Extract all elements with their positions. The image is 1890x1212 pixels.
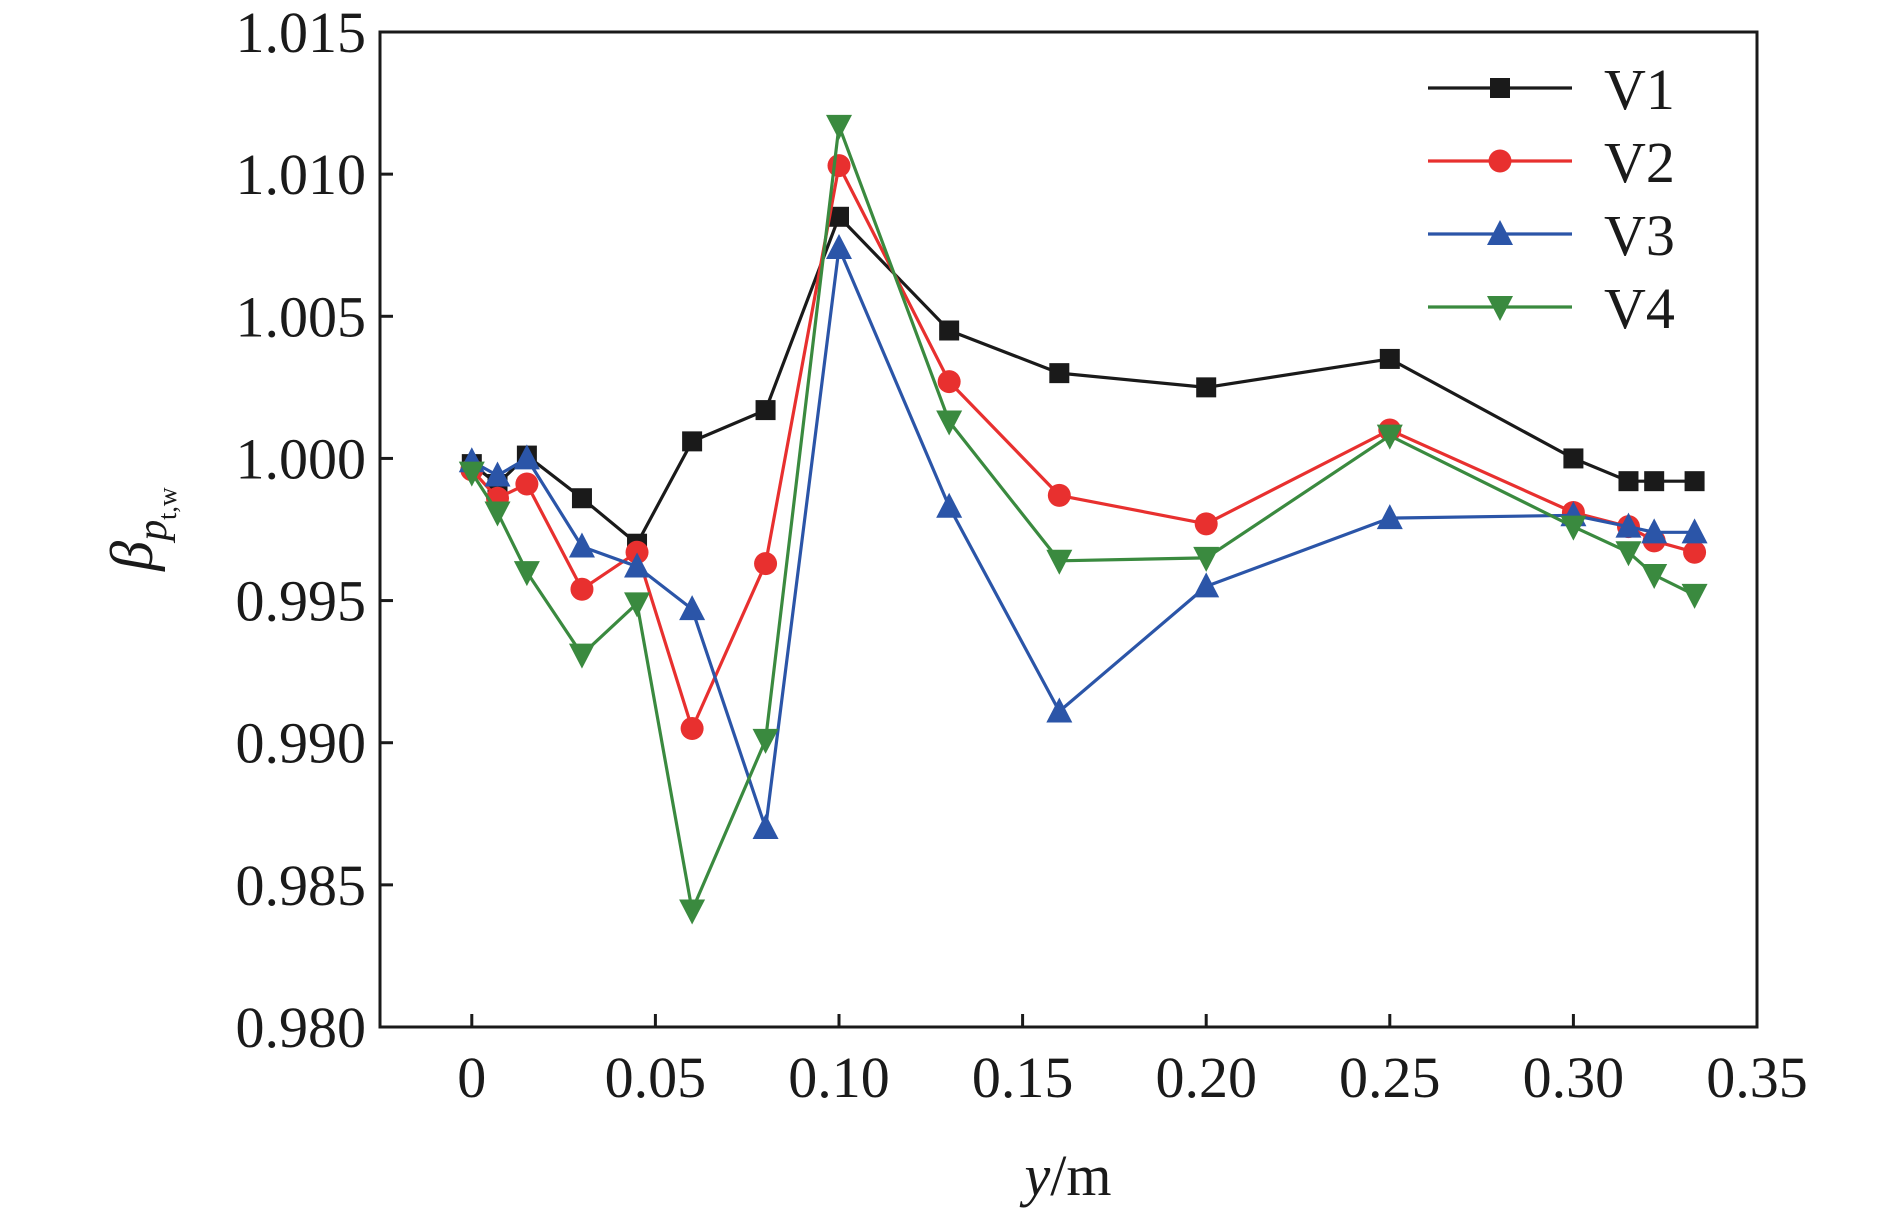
- series-v2-point: [1047, 483, 1071, 507]
- series-v4-point: [826, 114, 852, 140]
- x-tick-label: 0.10: [788, 1045, 890, 1110]
- series-v1-point: [1644, 471, 1665, 492]
- series-v1-point: [1684, 471, 1705, 492]
- series-v2-point: [1683, 540, 1707, 564]
- series-v3-point: [752, 814, 779, 839]
- series-v1-point: [1049, 363, 1070, 384]
- series-v4-point: [752, 728, 779, 754]
- series-v4-point: [568, 643, 595, 669]
- series-v1-point: [682, 431, 703, 452]
- legend: V1 V2 V3 V4: [1428, 57, 1675, 341]
- series-v4-point: [484, 501, 511, 527]
- y-tick-label: 1.010: [236, 142, 367, 207]
- series-v4: [458, 114, 1708, 925]
- x-axis-label: y/m: [1020, 1143, 1112, 1208]
- series-v3-point: [1376, 504, 1403, 530]
- series-v3-line: [471, 246, 1695, 830]
- series-v3: [458, 234, 1708, 839]
- series-v3-point: [484, 461, 511, 487]
- series-v2-point: [1194, 512, 1218, 536]
- y-tick-label: 0.995: [236, 569, 367, 634]
- y-tick-label: 1.015: [236, 0, 367, 65]
- series-v1: [461, 206, 1705, 554]
- series-v3-point: [826, 234, 852, 260]
- x-tick-label: 0.20: [1155, 1045, 1257, 1110]
- series-v1-point: [571, 488, 592, 509]
- series-v2-point: [680, 717, 704, 740]
- legend-marker-v4: [1487, 296, 1513, 321]
- x-tick-label: 0.05: [605, 1045, 707, 1110]
- series-v2-point: [625, 540, 649, 564]
- x-tick-label: 0.15: [972, 1045, 1074, 1110]
- series-v3-point: [1681, 518, 1708, 544]
- series-v2-point: [515, 472, 539, 496]
- plot-frame: [378, 30, 1759, 1029]
- legend-item-v2: V2: [1428, 130, 1675, 195]
- series-layer: [458, 114, 1708, 925]
- series-v2-point: [937, 370, 961, 394]
- y-axis-subscript: p: [130, 520, 176, 544]
- series-v2-point: [570, 577, 594, 601]
- y-axis-symbol: β: [99, 541, 165, 572]
- y-axis-ticks: 0.980 0.985 0.990 0.995 1.000 1.005 1.010 1.015: [236, 0, 393, 1060]
- y-tick-label: 1.000: [236, 426, 367, 491]
- series-v4-point: [1560, 515, 1587, 541]
- legend-marker-v2: [1488, 149, 1512, 173]
- series-v4-point: [679, 899, 706, 925]
- series-v4-point: [1641, 563, 1668, 589]
- series-v3-point: [1615, 512, 1642, 538]
- series-v3-point: [513, 444, 540, 470]
- series-v4-point: [513, 561, 540, 587]
- series-v3-point: [936, 492, 963, 518]
- y-tick-label: 0.985: [236, 853, 367, 918]
- series-v1-point: [829, 206, 849, 227]
- y-axis-label: βpt,w: [99, 487, 182, 572]
- legend-label-v3: V3: [1604, 203, 1675, 268]
- series-v1-point: [1563, 448, 1584, 469]
- y-tick-label: 0.990: [236, 711, 367, 776]
- legend-label-v2: V2: [1604, 130, 1675, 195]
- x-tick-label: 0.25: [1339, 1045, 1441, 1110]
- legend-item-v1: V1: [1428, 57, 1675, 122]
- legend-label-v1: V1: [1604, 57, 1675, 122]
- series-v1-point: [939, 320, 960, 341]
- legend-item-v4: V4: [1428, 276, 1675, 341]
- series-v4-point: [1193, 546, 1220, 572]
- series-v4-point: [936, 410, 963, 436]
- x-tick-label: 0.35: [1706, 1045, 1808, 1110]
- series-v3-point: [1193, 572, 1220, 598]
- series-v3-point: [568, 532, 595, 558]
- series-v1-point: [1379, 348, 1400, 369]
- series-v4-point: [458, 461, 485, 487]
- x-tick-label: 0: [457, 1045, 486, 1110]
- legend-item-v3: V3: [1428, 203, 1675, 268]
- series-v1-point: [1618, 471, 1639, 492]
- x-tick-label: 0.30: [1523, 1045, 1625, 1110]
- series-v2-point: [754, 552, 778, 576]
- x-axis-ticks: 0 0.05 0.10 0.15 0.20 0.25 0.30 0.35: [457, 1014, 1808, 1110]
- series-v3-point: [679, 595, 706, 621]
- series-v4-point: [1046, 549, 1073, 575]
- series-v4-point: [624, 592, 651, 618]
- series-v3-point: [1046, 697, 1073, 723]
- x-axis-variable: y: [1020, 1143, 1051, 1208]
- y-tick-label: 0.980: [236, 995, 367, 1060]
- legend-marker-v3: [1487, 220, 1513, 245]
- series-v1-point: [1196, 377, 1217, 398]
- y-tick-label: 1.005: [236, 284, 367, 349]
- series-v2-line: [470, 164, 1696, 731]
- legend-label-v4: V4: [1604, 276, 1675, 341]
- series-v2-point: [827, 154, 851, 178]
- series-v4-line: [470, 124, 1696, 913]
- series-v4-point: [1615, 541, 1642, 567]
- series-v3-point: [624, 552, 651, 578]
- legend-marker-v1: [1490, 78, 1510, 98]
- series-v1-point: [755, 400, 776, 421]
- y-axis-subsubscript: t,w: [153, 487, 182, 520]
- series-v4-point: [1681, 583, 1708, 609]
- series-v4-point: [1376, 424, 1403, 450]
- x-axis-unit: /m: [1050, 1143, 1111, 1208]
- series-v3-point: [1641, 518, 1668, 544]
